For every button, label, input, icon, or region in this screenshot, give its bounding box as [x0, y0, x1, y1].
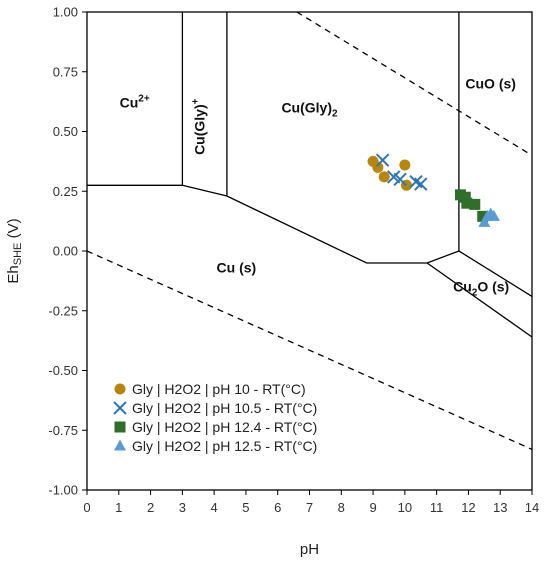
- x-tick-label: 6: [274, 500, 281, 515]
- region-label-text: Cu: [453, 279, 472, 295]
- x-tick-label: 13: [493, 500, 507, 515]
- x-tick-label: 0: [83, 500, 90, 515]
- region-label-subscript: 2: [332, 108, 338, 119]
- region-label-text: Cu(Gly): [192, 104, 208, 155]
- region-label-5: Cu2O (s): [453, 279, 509, 299]
- data-point-s2-1: [459, 191, 471, 203]
- x-tick-label: 10: [398, 500, 412, 515]
- region-label-subscript: 2: [472, 288, 478, 299]
- x-tick-label: 8: [338, 500, 345, 515]
- region-label-text: Cu(Gly): [281, 99, 332, 115]
- y-tick-label: -0.25: [48, 303, 78, 318]
- x-tick-label: 9: [369, 500, 376, 515]
- water-stability-line-6: [86, 250, 533, 450]
- region-label-0: Cu2+: [120, 94, 150, 111]
- y-axis-title: EhSHE (V): [5, 218, 24, 283]
- data-point-s0-1: [372, 161, 384, 173]
- y-tick-label: 0.50: [53, 124, 78, 139]
- y-tick-label: -1.00: [48, 483, 78, 498]
- data-point-s2-2: [461, 197, 473, 209]
- legend-entry-3: Gly | H2O2 | pH 12.5 - RT(°C): [132, 438, 317, 454]
- y-axis-title-unit: (V): [5, 218, 22, 242]
- phase-boundary-line-4: [426, 262, 533, 338]
- y-tick-label: 0.25: [53, 184, 78, 199]
- y-tick-label: 1.00: [53, 5, 78, 20]
- axes: 0 1 2 3 4 5 6 7 8 9 10 11 12 13 141.000.750.500.250.00…: [48, 5, 539, 516]
- x-tick-label: 2: [147, 500, 154, 515]
- data-point-s3-3: [487, 209, 500, 221]
- x-tick-label: 11: [430, 500, 444, 515]
- legend-marker-0: [114, 383, 126, 395]
- region-label-1: Cu(Gly)+: [191, 98, 208, 155]
- data-point-s3-0: [478, 215, 491, 227]
- legend-entry-2: Gly | H2O2 | pH 12.4 - RT(°C): [132, 419, 317, 435]
- data-points: [367, 153, 500, 227]
- region-label-superscript: 2+: [138, 94, 150, 105]
- region-label-2: Cu(Gly)2: [281, 99, 338, 119]
- region-label-text: Cu: [120, 95, 139, 111]
- legend-marker-2: [114, 421, 126, 433]
- data-point-s0-3: [399, 159, 411, 171]
- data-point-s2-3: [469, 198, 481, 210]
- x-axis-title: pH: [300, 541, 319, 558]
- water-stability-line-5: [296, 11, 533, 156]
- legend-marker-1: [113, 401, 127, 415]
- legend-entry-1: Gly | H2O2 | pH 10.5 - RT(°C): [132, 400, 317, 416]
- x-tick-label: 5: [242, 500, 249, 515]
- region-label-text: CuO (s): [465, 75, 516, 91]
- x-tick-label: 4: [211, 500, 218, 515]
- region-label-3: CuO (s): [465, 75, 516, 91]
- legend-entry-0: Gly | H2O2 | pH 10 - RT(°C): [132, 381, 306, 397]
- data-point-s1-2: [393, 172, 407, 187]
- x-tick-label: 1: [115, 500, 122, 515]
- y-axis-title-subscript: SHE: [12, 243, 24, 266]
- y-axis-title-main: Eh: [5, 265, 22, 283]
- x-tick-label: 3: [179, 500, 186, 515]
- region-label-tail: O (s): [477, 279, 509, 295]
- y-tick-label: -0.75: [48, 423, 78, 438]
- data-point-s2-4: [477, 210, 489, 222]
- data-point-s1-4: [414, 177, 428, 191]
- y-tick-label: 0.00: [53, 244, 78, 259]
- x-tick-label: 14: [525, 500, 539, 515]
- legend: Gly | H2O2 | pH 10 - RT(°C) Gly | H2O2 | …: [113, 381, 317, 454]
- y-tick-label: 0.75: [53, 64, 78, 79]
- region-label-superscript: +: [191, 98, 202, 104]
- x-tick-label: 7: [306, 500, 313, 515]
- data-point-s0-2: [378, 171, 390, 183]
- region-label-4: Cu (s): [217, 260, 257, 276]
- x-tick-label: 12: [461, 500, 475, 515]
- y-tick-label: -0.50: [48, 363, 78, 378]
- data-point-s1-0: [375, 153, 390, 167]
- region-label-text: Cu (s): [217, 260, 257, 276]
- boundary-lines: [86, 11, 533, 450]
- legend-marker-3: [114, 439, 126, 451]
